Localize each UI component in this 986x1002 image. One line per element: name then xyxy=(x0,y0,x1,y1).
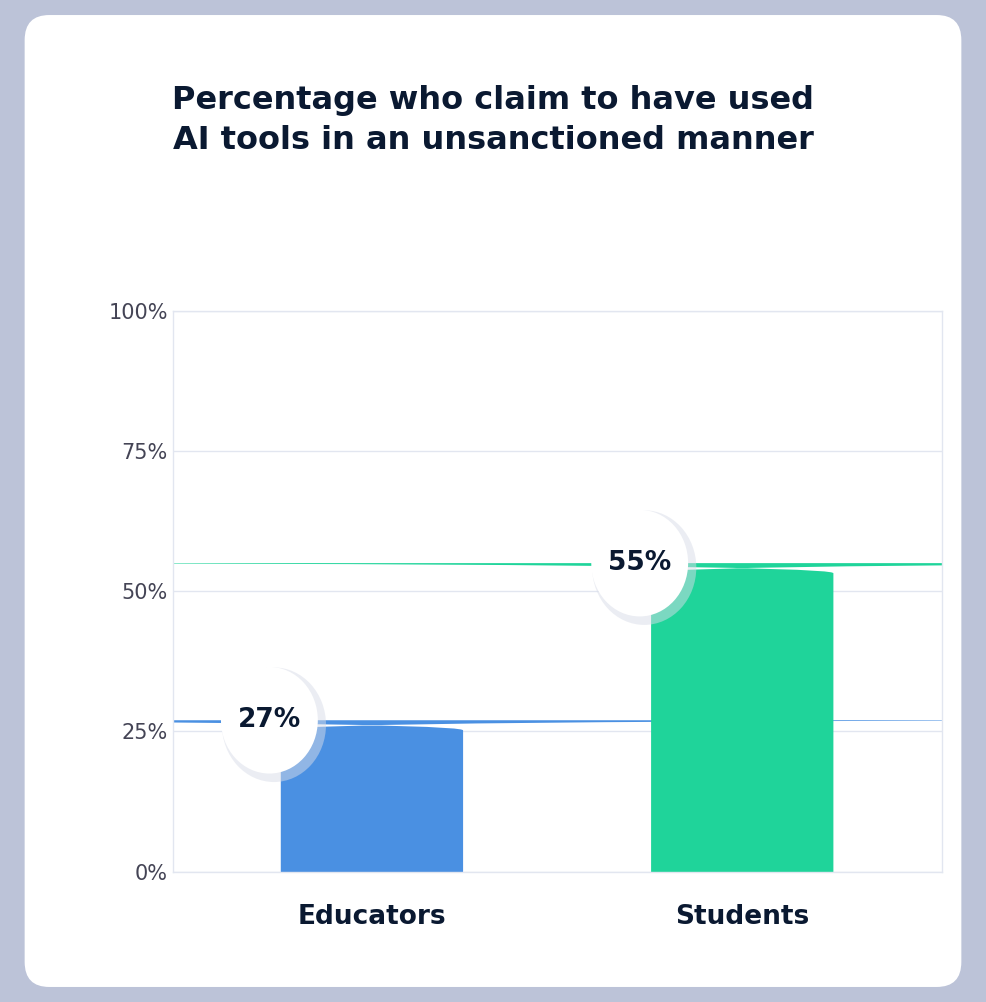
Text: 27%: 27% xyxy=(238,707,301,733)
Text: Students: Students xyxy=(675,904,810,930)
FancyBboxPatch shape xyxy=(25,15,961,987)
Text: Percentage who claim to have used
AI tools in an unsanctioned manner: Percentage who claim to have used AI too… xyxy=(172,85,814,155)
Ellipse shape xyxy=(222,667,326,782)
Ellipse shape xyxy=(593,510,696,625)
Ellipse shape xyxy=(592,510,688,616)
Text: Educators: Educators xyxy=(298,904,447,930)
FancyBboxPatch shape xyxy=(0,563,986,882)
FancyBboxPatch shape xyxy=(0,720,986,882)
Text: 55%: 55% xyxy=(608,550,671,576)
Ellipse shape xyxy=(221,667,317,774)
